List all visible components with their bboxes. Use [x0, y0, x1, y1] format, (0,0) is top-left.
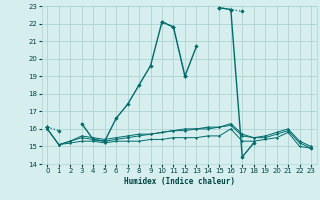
X-axis label: Humidex (Indice chaleur): Humidex (Indice chaleur) — [124, 177, 235, 186]
